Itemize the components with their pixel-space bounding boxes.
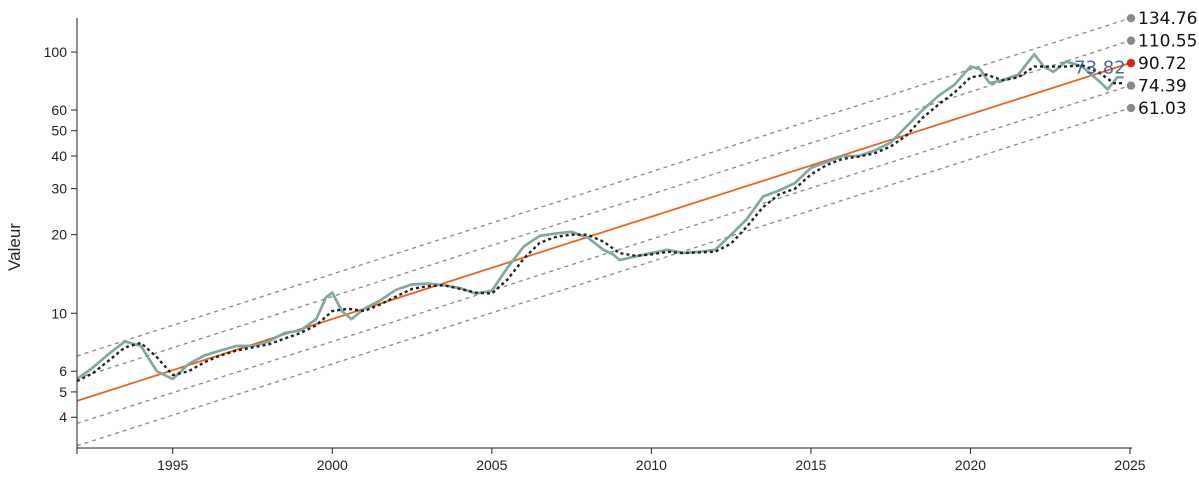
y-tick-label: 40	[51, 148, 67, 164]
band-lines	[76, 17, 1131, 447]
band-line	[76, 84, 1131, 425]
price-smooth-line	[76, 53, 1124, 380]
band-value-label: 134.76	[1138, 9, 1197, 29]
band-line	[76, 40, 1131, 380]
x-tick-label: 1995	[157, 457, 188, 473]
band-marker	[1126, 14, 1136, 23]
y-tick-label: 60	[51, 102, 67, 118]
band-marker	[1126, 36, 1136, 45]
y-axis-label: Valeur	[5, 223, 24, 271]
band-line	[76, 107, 1131, 447]
band-line	[76, 17, 1131, 357]
x-tick-label: 2010	[636, 457, 667, 473]
band-marker	[1126, 58, 1136, 68]
y-tick-label: 10	[51, 305, 67, 321]
band-value-label: 110.55	[1138, 32, 1197, 52]
price-series	[76, 53, 1124, 383]
x-tick-label: 2000	[317, 457, 348, 473]
axes: 4 5 6 10 20 30 40 50 60 100 1995 2000 2005 2010 2015 20…	[44, 18, 1146, 473]
current-value-label: 73.82	[1074, 57, 1126, 78]
y-tick-label: 5	[59, 384, 67, 400]
y-tick-label: 6	[59, 363, 67, 379]
band-value-label: 90.72	[1138, 54, 1187, 74]
price-line	[76, 53, 1124, 381]
y-tick-label: 20	[51, 227, 67, 243]
x-tick-label: 2005	[476, 457, 507, 473]
y-tick-label: 50	[51, 123, 67, 139]
band-value-label: 74.39	[1138, 77, 1187, 97]
x-tick-label: 2020	[955, 457, 986, 473]
x-tick-label: 2025	[1114, 457, 1145, 473]
y-tick-label: 4	[59, 409, 67, 425]
band-marker	[1126, 81, 1136, 90]
band-marker	[1126, 103, 1136, 113]
y-tick-label: 100	[44, 44, 68, 60]
moving-average-line	[76, 64, 1124, 383]
y-tick-label: 30	[51, 181, 67, 197]
band-value-label: 61.03	[1138, 99, 1187, 119]
x-tick-label: 2015	[795, 457, 826, 473]
